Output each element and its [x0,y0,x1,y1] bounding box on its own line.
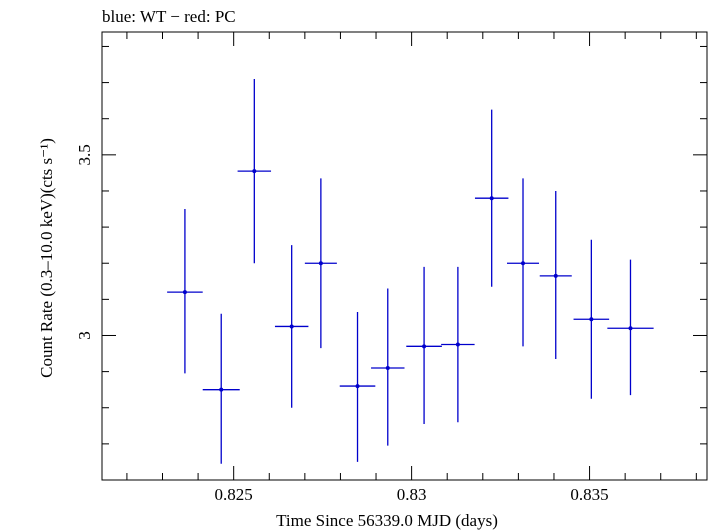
data-point [539,190,572,359]
axes-ticks [102,32,707,481]
data-marker [589,317,594,322]
data-point [607,259,654,396]
data-point [573,239,610,399]
data-marker [219,387,224,392]
data-marker [289,324,294,329]
plot-frame [101,31,708,481]
data-point [202,313,240,464]
data-marks [167,78,654,464]
data-marker [318,261,323,266]
data-point [506,178,540,347]
y-tick-label: 3 [75,331,94,340]
tick-labels: 0.825 0.83 0.835 3 3.5 [75,144,609,504]
x-tick-label: 0.835 [570,485,608,504]
data-marker [489,196,494,201]
data-point [237,78,272,264]
chart-title: blue: WT − red: PC [102,7,236,26]
data-marker [553,273,558,278]
data-point [304,178,337,349]
y-tick-label: 3.5 [75,144,94,165]
data-point [474,109,509,287]
data-marker [455,342,460,347]
data-marker [385,366,390,370]
data-point [371,288,405,446]
x-axis-label: Time Since 56339.0 MJD (days) [276,511,498,530]
data-point [274,245,309,408]
data-marker [422,344,427,349]
data-point [406,266,442,424]
data-point [167,209,203,374]
data-point [339,312,376,462]
data-marker [355,384,360,389]
y-axis-label: Count Rate (0.3–10.0 keV)(cts s⁻¹) [37,138,56,378]
data-marker [521,261,526,266]
data-marker [182,290,187,295]
x-tick-label: 0.83 [397,485,427,504]
data-point [441,266,475,423]
x-tick-label: 0.825 [215,485,253,504]
data-marker [252,169,257,174]
data-marker [628,326,633,331]
